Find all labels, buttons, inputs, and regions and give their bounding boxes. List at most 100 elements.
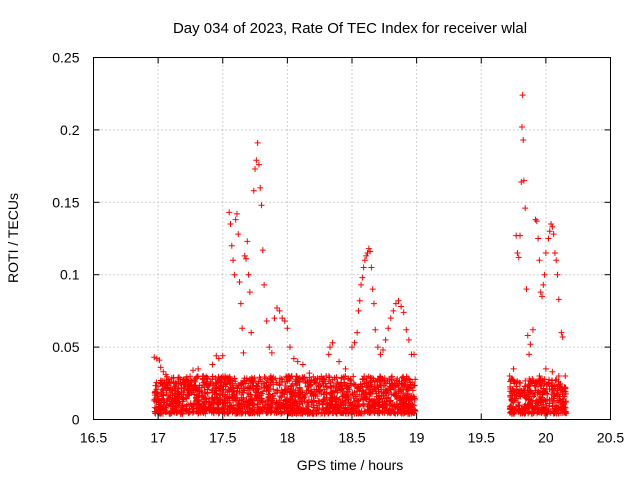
data-point <box>507 403 514 410</box>
data-point <box>555 373 562 380</box>
data-point <box>308 409 315 416</box>
data-point <box>188 378 195 385</box>
data-point <box>402 386 409 393</box>
data-point <box>368 264 375 271</box>
data-point <box>558 406 565 413</box>
data-point <box>537 383 544 390</box>
data-point <box>361 408 368 415</box>
data-point <box>338 374 345 381</box>
y-tick-label: 0.15 <box>52 194 79 210</box>
data-point <box>382 336 389 343</box>
data-point <box>152 388 159 395</box>
data-point <box>559 333 566 340</box>
data-point <box>315 383 322 390</box>
data-point <box>194 387 201 394</box>
data-point <box>555 296 562 303</box>
data-point <box>260 380 267 387</box>
data-point <box>226 209 233 216</box>
data-point <box>336 358 343 365</box>
data-point <box>308 388 315 395</box>
data-point <box>153 398 160 405</box>
data-point <box>226 405 233 412</box>
data-point <box>174 395 181 402</box>
data-point <box>215 373 222 380</box>
data-point <box>167 402 174 409</box>
data-point <box>506 373 513 380</box>
data-point <box>540 398 547 405</box>
data-point <box>559 384 566 391</box>
data-point <box>365 400 372 407</box>
data-point <box>278 394 285 401</box>
data-point <box>206 401 213 408</box>
data-point <box>254 383 261 390</box>
data-point <box>188 384 195 391</box>
data-point <box>318 390 325 397</box>
data-point <box>562 388 569 395</box>
data-point <box>251 406 258 413</box>
data-point <box>170 374 177 381</box>
y-tick-label: 0.25 <box>52 50 79 66</box>
data-point <box>259 398 266 405</box>
data-point <box>532 216 539 223</box>
data-point <box>340 392 347 399</box>
data-point <box>332 387 339 394</box>
data-points <box>151 92 570 417</box>
data-point <box>510 365 517 372</box>
data-point <box>225 375 232 382</box>
data-point <box>195 388 202 395</box>
data-point <box>295 391 302 398</box>
data-point <box>375 407 382 414</box>
data-point <box>222 377 229 384</box>
data-point <box>367 407 374 414</box>
data-point <box>227 378 234 385</box>
data-point <box>349 344 355 351</box>
data-point <box>230 257 237 264</box>
data-point <box>312 392 319 399</box>
data-point <box>562 373 569 380</box>
data-point <box>184 377 191 384</box>
data-point <box>353 410 360 417</box>
data-point <box>410 406 417 413</box>
data-point <box>365 382 372 389</box>
data-point <box>200 379 207 386</box>
data-point <box>523 286 530 293</box>
data-point <box>351 398 358 405</box>
data-point <box>517 409 524 416</box>
data-point <box>544 396 551 403</box>
data-point <box>374 377 381 384</box>
data-point <box>186 390 193 397</box>
data-point <box>392 300 399 307</box>
data-point <box>304 384 311 391</box>
data-point <box>536 257 543 264</box>
data-point <box>250 402 257 409</box>
data-point <box>559 391 566 398</box>
data-point <box>316 398 323 405</box>
data-point <box>512 406 519 413</box>
data-point <box>405 407 412 414</box>
data-point <box>155 383 162 390</box>
data-point <box>550 398 557 405</box>
data-point <box>508 377 515 384</box>
data-point <box>537 289 544 296</box>
data-point <box>219 399 226 406</box>
data-point <box>363 375 370 382</box>
data-point <box>371 381 378 388</box>
data-point <box>367 389 374 396</box>
data-point <box>169 387 176 394</box>
data-point <box>393 393 400 400</box>
data-point <box>249 376 256 383</box>
data-point <box>152 382 159 389</box>
data-point <box>229 392 236 399</box>
data-point <box>514 249 521 256</box>
data-point <box>294 358 301 365</box>
data-point <box>183 408 190 415</box>
data-point <box>538 376 545 383</box>
data-point <box>320 380 327 387</box>
data-point <box>264 410 271 417</box>
data-point <box>348 377 355 384</box>
data-point <box>283 396 290 403</box>
data-point <box>381 382 388 389</box>
data-point <box>261 281 268 288</box>
data-point <box>163 389 170 396</box>
data-point <box>209 376 216 383</box>
